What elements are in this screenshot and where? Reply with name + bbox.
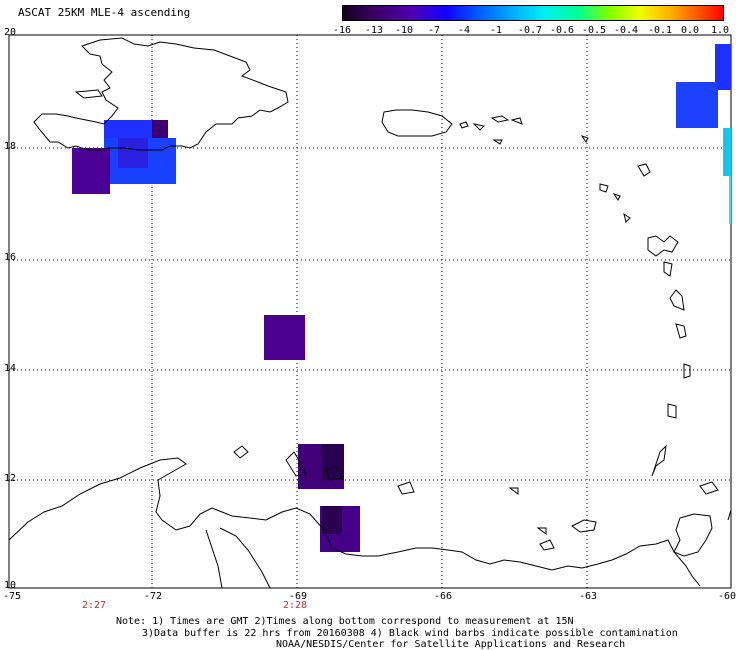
colorbar-label: -10 <box>394 25 414 36</box>
colorbar-label: -7 <box>427 25 441 36</box>
coastline-island <box>599 183 609 193</box>
data-cell <box>729 176 731 224</box>
coastlines <box>8 37 732 589</box>
colorbar-label: -4 <box>457 25 471 36</box>
coastline-guadeloupe <box>647 235 679 257</box>
data-cell <box>152 120 168 140</box>
coastline-maracaibo <box>219 527 271 589</box>
data-cell <box>322 506 342 534</box>
coastline-dominica <box>663 261 673 277</box>
coastline-puerto-rico <box>381 109 453 137</box>
swath-cells <box>72 44 731 552</box>
coastline-island <box>397 481 415 495</box>
coastline-island <box>508 487 519 495</box>
coastline-island <box>472 123 486 131</box>
colorbar <box>342 5 724 21</box>
time-label: 2:27 <box>82 600 107 611</box>
colorbar-label: -0.4 <box>613 25 639 36</box>
colorbar-label: -0.1 <box>647 25 673 36</box>
data-cell <box>264 315 305 360</box>
time-label: 2:28 <box>283 600 308 611</box>
coastline-gonave <box>74 89 103 99</box>
coastline-curacao <box>285 451 307 477</box>
colorbar-labels: -16 -13 -10 -7 -4 -1 -0.7 -0.6 -0.5 -0.4… <box>330 25 734 37</box>
data-cell <box>715 44 731 90</box>
lon-label: -66 <box>434 591 453 602</box>
coastline-st-lucia <box>675 323 687 339</box>
lon-label: -63 <box>579 591 598 602</box>
note-line-3: NOAA/NESDIS/Center for Satellite Applica… <box>276 639 626 650</box>
coastline-st-vincent <box>683 363 691 379</box>
coastline-grenada <box>667 403 677 419</box>
colorbar-label: -16 <box>332 25 352 36</box>
colorbar-label: 0.0 <box>680 25 700 36</box>
colorbar-label: -0.7 <box>517 25 543 36</box>
lat-label: 16 <box>4 252 17 263</box>
coastline-island <box>539 539 555 551</box>
coastline-maracaibo <box>205 529 223 589</box>
coastline-tobago <box>699 481 719 495</box>
coastline-bonaire <box>325 465 343 481</box>
coastline-island <box>233 445 249 459</box>
coastline-hispaniola <box>33 37 289 151</box>
colorbar-label: -13 <box>364 25 384 36</box>
note-line-1: Note: 1) Times are GMT 2)Times along bot… <box>116 616 574 627</box>
coastline-margarita <box>571 519 597 533</box>
lon-label: -60 <box>718 591 737 602</box>
colorbar-label: 1.0 <box>710 25 730 36</box>
coastline-virgin-islands <box>510 117 523 125</box>
map-frame <box>8 34 732 589</box>
colorbar-label: -0.6 <box>549 25 575 36</box>
lat-label: 14 <box>4 363 17 374</box>
data-cell <box>118 138 148 168</box>
coastline-trinidad <box>673 513 713 557</box>
coastline-island <box>612 193 621 201</box>
coastline-island <box>727 509 732 521</box>
lon-label: -69 <box>289 591 308 602</box>
coastline-virgin-islands <box>490 115 510 123</box>
coastline-island <box>492 139 503 145</box>
data-cell <box>723 128 731 176</box>
coastline-island <box>459 121 469 129</box>
lat-label: 12 <box>4 473 17 484</box>
colorbar-gradient <box>343 6 723 20</box>
lat-lon-grid <box>9 35 731 588</box>
coastline-island <box>637 163 651 177</box>
data-cell <box>72 148 110 194</box>
coastline-south-america <box>8 457 701 587</box>
coastline-island <box>623 212 631 223</box>
map-title: ASCAT 25KM MLE-4 ascending <box>18 6 191 19</box>
colorbar-label: -1 <box>489 25 503 36</box>
coastline-martinique <box>669 289 685 311</box>
lat-label: 18 <box>4 141 17 152</box>
lon-label: -75 <box>3 591 22 602</box>
note-line-2: 3)Data buffer is 22 hrs from 20160308 4)… <box>142 628 678 639</box>
coastline-island <box>536 527 547 535</box>
lat-label: 10 <box>4 580 17 591</box>
coastline-grenadines <box>651 444 667 477</box>
coastline-island <box>580 135 589 143</box>
data-cell <box>676 82 718 128</box>
colorbar-label: -0.5 <box>581 25 607 36</box>
lat-label: 20 <box>4 27 17 38</box>
lon-label: -72 <box>144 591 163 602</box>
